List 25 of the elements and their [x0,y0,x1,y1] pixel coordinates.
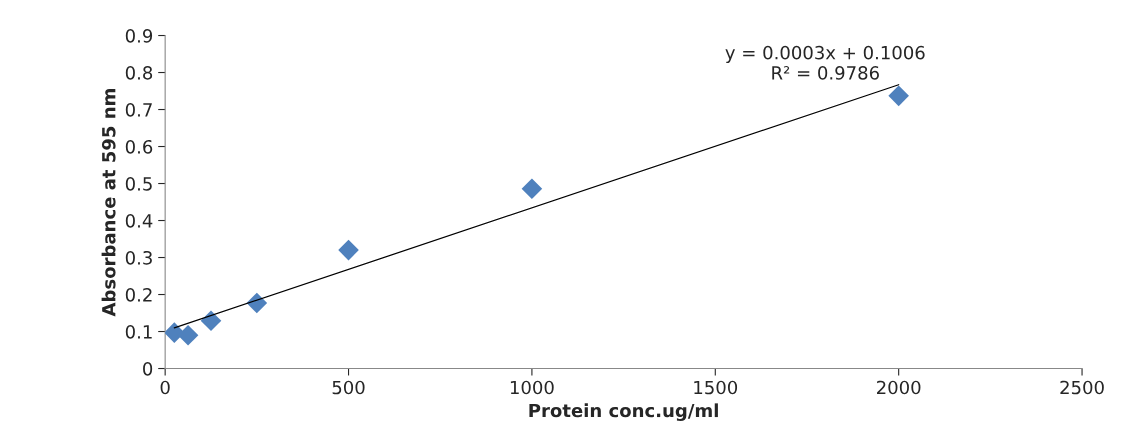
point [521,178,543,199]
point [338,239,359,261]
y-tick-label: 0.4 [125,213,153,228]
x-tick-label: 500 [332,380,365,395]
y-tick-label: 0.3 [125,250,152,265]
x-tick-label: 1500 [694,380,738,395]
point [246,292,268,314]
x-tick-label: 2000 [877,380,921,395]
x-tick-label: 1000 [510,380,554,395]
y-tick-label: 0 [143,361,153,376]
annotation: y = 0.0003x + 0.1006 R² = 0.9786 [725,45,925,80]
y-axis-title: Absorbance at 595 nm [101,89,116,317]
x-axis-title: Protein conc.ug/ml [529,403,718,421]
point [888,85,909,107]
point [200,310,222,332]
x-tick-label: 0 [160,380,170,395]
y-tick-label: 0.5 [125,176,152,191]
y-tick-label: 0.1 [125,324,152,339]
y-tick-label: 0.2 [125,287,152,302]
point [177,324,199,346]
y-tick-label: 0.9 [125,28,153,43]
x-tick-label: 2500 [1060,380,1104,395]
y-tick-label: 0.8 [125,65,153,80]
y-tick-label: 0.6 [125,139,153,154]
y-tick-label: 0.7 [125,102,152,117]
